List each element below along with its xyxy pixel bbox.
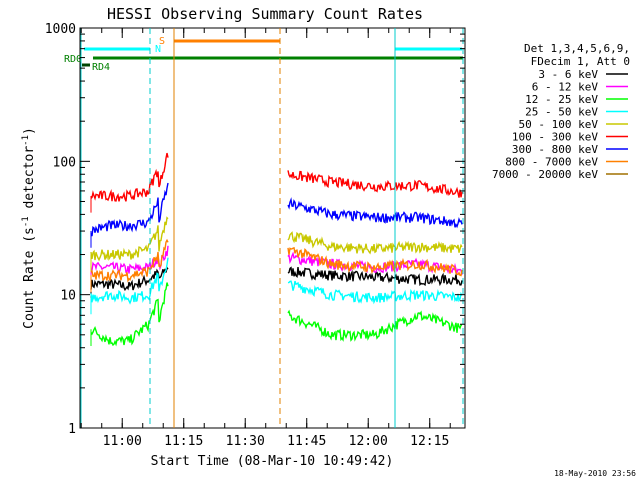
legend-header-2: FDecim 1, Att 0 bbox=[531, 55, 630, 68]
x-tick-label: 11:45 bbox=[287, 434, 326, 449]
y-axis-label-mid: detector bbox=[22, 146, 37, 217]
legend-entry-label: 25 - 50 keV bbox=[525, 106, 598, 119]
rd0-label: RD0 bbox=[64, 54, 82, 65]
rd4-label: RD4 bbox=[92, 62, 110, 73]
y-axis-label-sup2: -1 bbox=[21, 135, 31, 146]
legend-entry-label: 12 - 25 keV bbox=[525, 93, 598, 106]
series-after-line bbox=[287, 170, 463, 198]
timestamp: 18-May-2010 23:56 bbox=[554, 469, 636, 478]
series-before-line bbox=[90, 266, 169, 292]
axis-layer: 1 10 100 1000 11:00 11:15 11:30 11:45 12:00 12:15 bbox=[45, 22, 465, 449]
x-axis-label: Start Time (08-Mar-10 10:49:42) bbox=[151, 454, 394, 469]
series-before-line bbox=[90, 238, 169, 283]
x-tick-label: 12:15 bbox=[410, 434, 449, 449]
legend-entry-label: 3 - 6 keV bbox=[538, 68, 598, 81]
plot-frame bbox=[79, 27, 466, 429]
series-before-line bbox=[90, 257, 169, 305]
series-before-line bbox=[90, 152, 169, 202]
data-layer bbox=[90, 152, 463, 347]
y-axis-label-end: ) bbox=[22, 127, 37, 135]
legend-entry-label: 300 - 800 keV bbox=[512, 143, 598, 156]
y-tick-label: 100 bbox=[53, 155, 76, 170]
night-label: N bbox=[155, 44, 161, 55]
legend-entry-label: 6 - 12 keV bbox=[532, 81, 599, 94]
series-before-line bbox=[90, 282, 169, 347]
y-tick-label: 10 bbox=[60, 289, 76, 304]
chart-title: HESSI Observing Summary Count Rates bbox=[107, 5, 423, 23]
x-tick-label: 11:30 bbox=[226, 434, 265, 449]
series-before-line bbox=[90, 216, 169, 262]
legend-entry-label: 100 - 300 keV bbox=[512, 131, 598, 144]
series-after-line bbox=[287, 309, 463, 342]
y-tick-label: 1000 bbox=[45, 22, 76, 37]
y-tick-label: 1 bbox=[68, 422, 76, 437]
series-after-line bbox=[287, 266, 463, 287]
y-axis-label: Count Rate (s-1 detector-1) bbox=[21, 127, 37, 329]
series-after-line bbox=[287, 231, 463, 255]
x-tick-label: 11:00 bbox=[103, 434, 142, 449]
series-after-line bbox=[287, 197, 463, 229]
legend-entry-label: 800 - 7000 keV bbox=[505, 156, 598, 169]
legend-header-1: Det 1,3,4,5,6,9, bbox=[524, 42, 630, 55]
flag-layer: RD0 RD4 SN bbox=[64, 36, 463, 73]
marker-layer bbox=[80, 28, 464, 428]
legend: Det 1,3,4,5,6,9, FDecim 1, Att 0 3 - 6 k… bbox=[492, 42, 630, 181]
legend-entry-label: 50 - 100 keV bbox=[519, 118, 599, 131]
legend-entry-label: 7000 - 20000 keV bbox=[492, 168, 598, 181]
x-tick-label: 11:15 bbox=[164, 434, 203, 449]
y-axis-label-main: Count Rate (s bbox=[22, 227, 37, 329]
series-after-line bbox=[287, 246, 463, 277]
plot-area bbox=[79, 27, 466, 429]
y-axis-label-sup1: -1 bbox=[21, 216, 31, 227]
series-before-line bbox=[90, 182, 169, 237]
x-tick-label: 12:00 bbox=[349, 434, 388, 449]
saa-label: S bbox=[159, 36, 165, 47]
series-after-line bbox=[287, 280, 463, 305]
series-before-line bbox=[90, 245, 169, 276]
